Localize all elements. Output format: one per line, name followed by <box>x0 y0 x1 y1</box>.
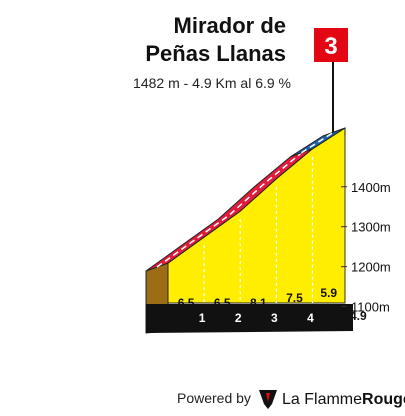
km-label-2: 2 <box>235 311 242 325</box>
brand-bold: Rouge <box>362 391 405 408</box>
ytick-label-1400: 1400m <box>351 180 391 195</box>
ytick-label-1300: 1300m <box>351 220 391 235</box>
category-flag <box>314 28 348 62</box>
total-distance-label: 4.9 <box>350 309 367 323</box>
elevation-area <box>167 127 346 304</box>
gradient-label-2: 6.5 <box>214 296 231 310</box>
category-flag-label: 3 <box>324 33 337 60</box>
km-label-1: 1 <box>199 311 206 325</box>
gradient-label-1: 6.5 <box>178 296 195 310</box>
gradient-label-5: 5.9 <box>320 286 337 300</box>
km-label-4: 4 <box>307 311 314 325</box>
powered-by-text: Powered by <box>177 390 251 406</box>
profile-base <box>146 304 353 333</box>
climb-title-line2: Peñas Llanas <box>145 41 286 66</box>
band-blue-1 <box>290 127 346 158</box>
ytick-label-1100: 1100m <box>351 300 390 315</box>
band-centerline-1 <box>301 131 335 154</box>
climb-stats: 1482 m - 4.9 Km al 6.9 % <box>133 75 291 91</box>
band-centerline-0 <box>156 152 302 268</box>
km-label-3: 3 <box>271 311 278 325</box>
ytick-label-1200: 1200m <box>351 260 391 275</box>
gradient-label-4: 7.5 <box>286 291 303 305</box>
climb-title-line1: Mirador de <box>174 13 286 38</box>
gradient-label-3: 8.1 <box>250 296 267 310</box>
brand-name: La FlammeRouge <box>282 391 405 408</box>
flamme-rouge-logo-icon <box>259 390 277 409</box>
brand-regular: La Flamme <box>282 391 362 408</box>
